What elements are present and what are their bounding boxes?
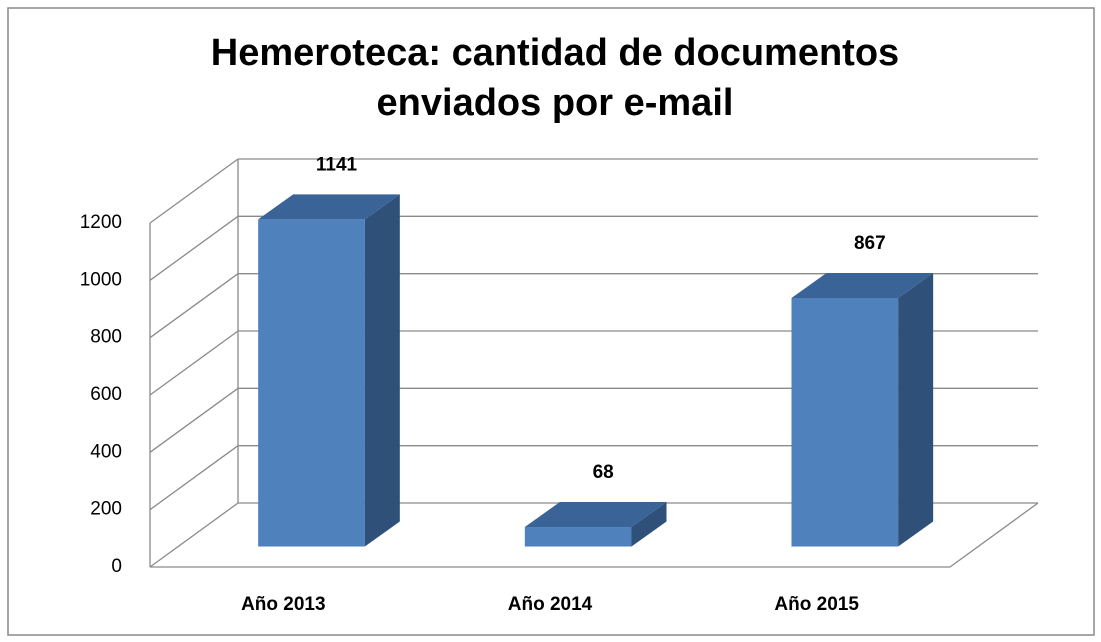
bar-front (258, 219, 365, 547)
bar-top (791, 272, 934, 298)
value-label: 68 (593, 462, 614, 483)
grid-line-side (149, 387, 239, 453)
grid-line-side (149, 273, 239, 339)
bar-front (524, 527, 632, 547)
floor (150, 502, 1039, 568)
grid-line-side (149, 445, 239, 511)
grid-line-side (149, 215, 239, 281)
value-label: 1141 (316, 154, 358, 175)
y-tick-label: 200 (90, 499, 122, 520)
chart-title: Hemeroteca: cantidad de documentos envia… (210, 32, 900, 124)
x-tick-label: Año 2014 (508, 594, 593, 615)
x-tick-label: Año 2013 (241, 594, 325, 615)
value-label: 867 (854, 233, 886, 254)
bar-front (791, 297, 899, 547)
y-tick-label: 1200 (80, 212, 122, 233)
y-tick-label: 400 (90, 441, 122, 462)
y-tick-label: 800 (90, 327, 122, 348)
bar-side (364, 194, 400, 547)
grid-line-side (149, 158, 239, 224)
y-tick-label: 0 (111, 556, 122, 577)
grid-line-side (149, 502, 239, 568)
y-tick-label: 1000 (80, 269, 122, 290)
bar-top (258, 194, 400, 220)
bar-side (631, 502, 667, 547)
y-tick-label: 600 (90, 384, 122, 405)
bar-top (524, 502, 667, 528)
bar-side (898, 272, 934, 547)
grid-line-side (149, 330, 239, 396)
x-tick-label: Año 2015 (774, 594, 859, 615)
